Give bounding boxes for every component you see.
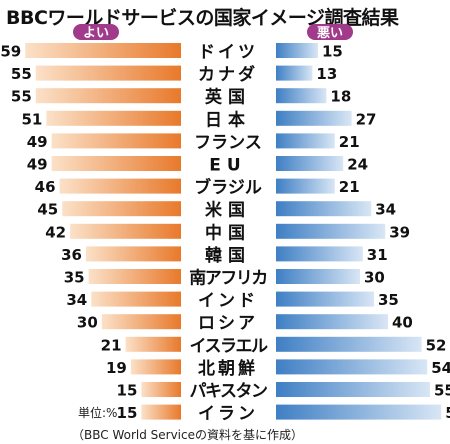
category-label: 南アフリカ: [189, 268, 267, 289]
bar-bad: [276, 88, 327, 104]
category-label: 英国: [205, 87, 251, 108]
value-label-good: 59: [0, 43, 21, 61]
category-label: ドイツ: [198, 43, 258, 63]
bar-bad: [276, 404, 442, 420]
bar-good: [130, 359, 181, 375]
category-label: 米国: [205, 200, 251, 221]
bar-bad: [276, 110, 352, 126]
value-label-good: 51: [21, 110, 42, 128]
value-label-good: 21: [101, 336, 122, 354]
category-label: ロシア: [198, 314, 258, 334]
bar-good: [46, 110, 181, 126]
bar-bad: [276, 314, 388, 330]
value-label-bad: 52: [426, 336, 447, 354]
value-label-bad: 39: [389, 223, 410, 241]
bar-bad: [276, 291, 374, 307]
category-label: 北朝鮮: [198, 358, 258, 379]
value-label-bad: 27: [356, 110, 377, 128]
bar-good: [91, 291, 181, 307]
value-label-bad: 40: [392, 314, 413, 332]
value-label-good: 30: [77, 314, 98, 332]
value-label-bad: 30: [364, 269, 385, 287]
value-label-bad: 21: [339, 133, 360, 151]
value-label-bad: 55: [434, 382, 450, 400]
category-label: パキスタン: [190, 382, 268, 402]
value-label-good: 55: [11, 88, 32, 106]
category-label: 中国: [205, 222, 251, 243]
category-label: イラン: [198, 404, 258, 424]
bar-good: [101, 314, 181, 330]
bar-bad: [276, 359, 428, 375]
value-label-good: 42: [45, 223, 66, 241]
value-label-good: 15: [117, 382, 138, 400]
bar-bad: [276, 178, 335, 194]
value-label-bad: 13: [316, 65, 337, 83]
category-label: 日本: [205, 109, 251, 130]
bar-good: [35, 65, 181, 81]
value-label-bad: 31: [367, 246, 388, 264]
bar-good: [35, 88, 181, 104]
source-note: （BBC World Serviceの資料を基に作成）: [72, 428, 304, 442]
bar-bad: [276, 156, 344, 171]
category-label: ブラジル: [194, 177, 262, 198]
value-label-good: 46: [35, 178, 56, 196]
legend-bad-label: 悪い: [317, 26, 343, 41]
value-label-bad: 24: [347, 156, 368, 174]
bar-good: [141, 404, 181, 420]
legend-good-label: よい: [83, 26, 109, 41]
bar-bad: [276, 336, 422, 352]
category-label: EU: [209, 156, 246, 176]
value-label-good: 34: [66, 291, 87, 309]
value-label-good: 35: [64, 269, 85, 287]
value-label-bad: 35: [378, 291, 399, 309]
chart-title: BBCワールドサービスの国家イメージ調査結果: [6, 7, 399, 29]
value-label-good: 36: [61, 246, 82, 264]
bar-good: [62, 201, 182, 217]
unit-label: 単位:%: [78, 406, 118, 420]
value-label-bad: 54: [431, 359, 450, 377]
category-label: インド: [198, 291, 258, 311]
bar-good: [25, 43, 181, 58]
bar-good: [85, 246, 181, 262]
value-label-bad: 21: [339, 178, 360, 196]
value-label-bad: 59: [445, 404, 450, 422]
value-label-good: 49: [27, 133, 48, 151]
legend-good: よい: [73, 24, 119, 41]
legend-bad-pill: [307, 24, 353, 40]
bar-good: [88, 269, 181, 284]
legend-bad: 悪い: [307, 24, 353, 41]
value-label-good: 49: [27, 156, 48, 174]
bar-good: [141, 382, 181, 397]
value-label-bad: 18: [330, 88, 351, 106]
category-label: イスラエル: [190, 336, 268, 356]
value-label-good: 45: [37, 201, 58, 219]
category-label: フランス: [194, 133, 262, 153]
bar-good: [59, 178, 182, 194]
category-label: カナダ: [198, 64, 258, 85]
bar-bad: [276, 201, 372, 217]
bar-good: [51, 133, 181, 149]
value-label-good: 19: [106, 359, 127, 377]
bar-bad: [276, 133, 335, 149]
bar-bad: [276, 269, 360, 284]
bar-bad: [276, 43, 318, 58]
legend-good-pill: [73, 24, 119, 40]
category-label: 韓国: [205, 245, 251, 266]
bar-good: [125, 336, 181, 352]
value-label-bad: 34: [375, 201, 396, 219]
value-label-good: 55: [11, 65, 32, 83]
bar-bad: [276, 382, 430, 397]
bar-bad: [276, 65, 313, 81]
bar-good: [51, 156, 181, 171]
bar-good: [70, 223, 181, 239]
bar-bad: [276, 246, 363, 262]
bar-bad: [276, 223, 386, 239]
value-label-bad: 15: [322, 43, 343, 61]
value-label-good: 15: [117, 404, 138, 422]
